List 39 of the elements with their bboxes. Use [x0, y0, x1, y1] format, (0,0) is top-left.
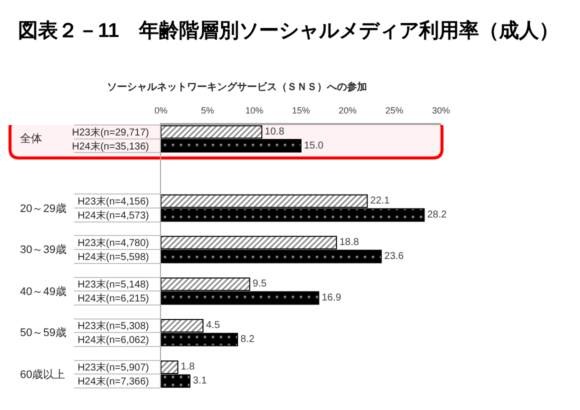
data-label: 3.1	[192, 376, 208, 387]
x-tick-label: 5%	[201, 106, 214, 116]
data-label: 10.8	[264, 126, 285, 138]
data-label: 16.9	[322, 292, 342, 304]
data-label: 23.6	[384, 251, 404, 262]
data-label: 1.8	[180, 362, 196, 373]
data-label: 28.2	[427, 209, 448, 220]
data-label: 18.8	[339, 237, 360, 248]
y-tick-label: H24末(n=5,598)	[78, 251, 149, 263]
y-tick-label: H23末(n=5,907)	[78, 362, 149, 374]
text: 50～59歳	[20, 326, 66, 339]
y-tick-label: H23末(n=4,156)	[78, 196, 149, 208]
x-tick-label: 10%	[245, 106, 264, 116]
text: 30～39歳	[20, 243, 66, 256]
data-label: 22.1	[370, 196, 390, 207]
y-tick-label: H24末(n=35,136)	[72, 140, 149, 152]
y-tick-label: H24末(n=6,215)	[78, 292, 149, 305]
y-tick-label: H24末(n=6,062)	[78, 334, 149, 346]
data-label: 4.5	[206, 320, 220, 332]
text: 全体	[20, 133, 42, 145]
data-label: 9.5	[252, 278, 268, 290]
chart-subtitle: ソーシャルネットワーキングサービス（ＳＮＳ）への参加	[107, 81, 367, 93]
text: 40～49歳	[20, 285, 66, 298]
x-tick-label: 20%	[338, 106, 357, 116]
y-tick-label: H24末(n=7,366)	[78, 376, 149, 388]
x-tick-label: 15%	[292, 106, 310, 116]
y-tick-label: H23末(n=5,148)	[78, 278, 149, 291]
data-label: 8.2	[240, 334, 255, 346]
x-tick-label: 30%	[432, 106, 450, 116]
y-tick-label: H24末(n=4,573)	[78, 209, 149, 222]
y-tick-label: H23末(n=4,780)	[78, 237, 149, 250]
x-tick-label: 0%	[154, 106, 168, 116]
text: 20～29歳	[20, 202, 66, 215]
y-tick-label: H23末(n=29,717)	[72, 126, 149, 138]
chart-title: 図表２－11 年齢階層別ソーシャルメディア利用率（成人）	[18, 19, 560, 42]
data-label: 15.0	[304, 140, 324, 152]
y-tick-label: H23末(n=5,308)	[78, 320, 149, 332]
x-tick-label: 25%	[385, 106, 404, 116]
text: 60歳以上	[20, 368, 66, 381]
